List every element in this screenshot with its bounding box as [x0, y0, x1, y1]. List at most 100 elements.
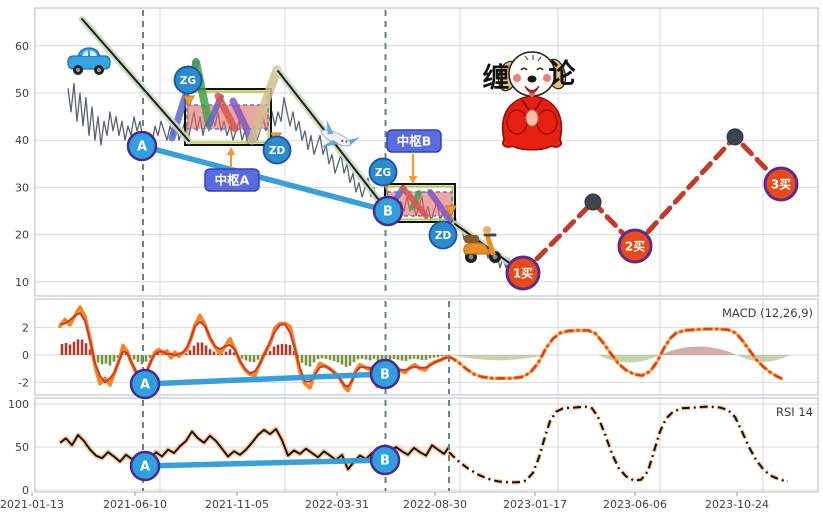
trendline — [81, 18, 190, 142]
pivot-box — [184, 88, 272, 146]
y-tick-label: 100 — [8, 398, 29, 411]
macd-histogram-bar — [320, 355, 324, 359]
pivot-marker-ZG[interactable] — [173, 65, 203, 95]
macd-histogram-bar — [200, 342, 204, 356]
chan-stroke — [427, 189, 453, 223]
macd-histogram-bar — [208, 349, 212, 356]
macd-histogram-bar — [328, 355, 332, 360]
macd-histogram-bar — [204, 345, 208, 356]
point-marker-label: B — [380, 454, 390, 469]
macd-histogram-bar — [192, 345, 196, 356]
macd-histogram-bar — [392, 355, 396, 360]
projection-line — [520, 134, 784, 276]
y-tick-label: 40 — [15, 134, 29, 147]
macd-histogram-bar — [388, 355, 392, 361]
macd-histogram-bar — [132, 355, 136, 360]
ab-divergence-line[interactable] — [139, 143, 391, 214]
y-tick-label: 60 — [15, 40, 29, 53]
buy-marker-1买[interactable] — [505, 255, 541, 291]
panel-border-rsi — [34, 397, 819, 493]
macd-histogram-bar — [380, 355, 384, 361]
point-marker-A[interactable] — [129, 450, 161, 482]
y-tick-label: 0 — [22, 349, 29, 362]
macd-histogram-bar — [420, 355, 424, 360]
y-tick-label: 10 — [15, 276, 29, 289]
x-tick-label: 2022-08-30 — [403, 498, 467, 511]
macd-histogram-bar — [364, 355, 368, 360]
pivot-label-box[interactable] — [386, 129, 442, 153]
macd-histogram-bar — [256, 355, 260, 360]
macd-histogram-bar — [64, 342, 68, 356]
macd-histogram-bar — [216, 353, 220, 356]
macd-histogram-bar — [76, 339, 80, 356]
macd-histogram-bar — [196, 342, 200, 356]
ab-divergence-line[interactable] — [142, 457, 388, 469]
car-emoji — [67, 47, 111, 75]
macd-histogram-bar — [88, 349, 92, 356]
macd-histogram-bar — [144, 355, 148, 362]
macd-histogram-bar — [356, 355, 360, 360]
y-tick-label: -2 — [18, 376, 29, 389]
buy-marker-2买[interactable] — [617, 228, 653, 264]
macd-histogram-bar — [188, 350, 192, 356]
macd-histogram-bar — [284, 344, 288, 356]
buy-marker-label: 1买 — [513, 266, 533, 280]
x-tick-label: 2023-10-24 — [705, 498, 769, 511]
macd-histogram-bar — [436, 355, 440, 358]
macd-histogram-bar — [376, 355, 380, 365]
macd-histogram-bar — [60, 343, 64, 356]
macd-histogram-bar — [400, 355, 404, 361]
point-marker-B[interactable] — [372, 195, 404, 227]
buy-marker-label: 3买 — [771, 177, 791, 191]
macd-histogram-bar — [360, 355, 364, 359]
point-marker-B[interactable] — [369, 444, 401, 476]
y-tick-label: 2 — [22, 322, 29, 335]
point-marker-A[interactable] — [126, 130, 158, 162]
pivot-marker-label: ZG — [180, 75, 196, 87]
macd-histogram-bar — [368, 355, 372, 361]
panel-border-main — [34, 7, 819, 297]
pivot-label-arrow-head — [226, 147, 236, 155]
macd-histogram-bar — [412, 355, 416, 359]
macd-histogram-bar — [136, 355, 140, 363]
pivot-marker-ZD[interactable] — [262, 135, 292, 165]
macd-histogram-bar — [428, 355, 432, 359]
mascot-left-char: 缠 — [483, 62, 510, 94]
mascot-right-char: 论 — [549, 59, 577, 90]
macd-histogram-bar — [148, 355, 152, 358]
macd-histogram-bar — [108, 355, 112, 366]
macd-histogram-bar — [184, 353, 188, 356]
buy-marker-label: 2买 — [625, 239, 645, 253]
macd-histogram-bar — [312, 355, 316, 363]
macd-histogram-bar — [304, 355, 308, 366]
macd-histogram-bar — [344, 355, 348, 367]
macd-histogram-bar — [324, 355, 328, 360]
pivot-label-box[interactable] — [204, 168, 260, 192]
projection-peak-dot — [726, 128, 744, 146]
point-marker-label: A — [137, 140, 147, 155]
macd-histogram-bar — [104, 355, 108, 364]
macd-histogram-bar — [268, 351, 272, 356]
rsi-future-glow — [447, 404, 789, 485]
buy-marker-3买[interactable] — [763, 166, 799, 202]
macd-future-signal — [448, 328, 785, 381]
pivot-marker-ZG[interactable] — [368, 157, 398, 187]
macd-histogram-bar — [416, 355, 420, 360]
ab-divergence-line[interactable] — [142, 371, 388, 387]
point-marker-label: A — [140, 378, 150, 393]
point-marker-A[interactable] — [129, 368, 161, 400]
point-marker-B[interactable] — [369, 358, 401, 390]
scooter-emoji — [463, 226, 501, 263]
macd-histogram-bar — [244, 355, 248, 361]
macd-histogram-bar — [352, 355, 356, 363]
pivot-marker-ZD[interactable] — [428, 220, 458, 250]
y-tick-label: 20 — [15, 229, 29, 242]
y-tick-label: 50 — [15, 441, 29, 454]
macd-histogram-bar — [396, 355, 400, 360]
pivot-label-arrow-head — [408, 176, 418, 184]
point-marker-label: B — [383, 205, 393, 220]
macd-histogram-bar — [68, 344, 72, 356]
